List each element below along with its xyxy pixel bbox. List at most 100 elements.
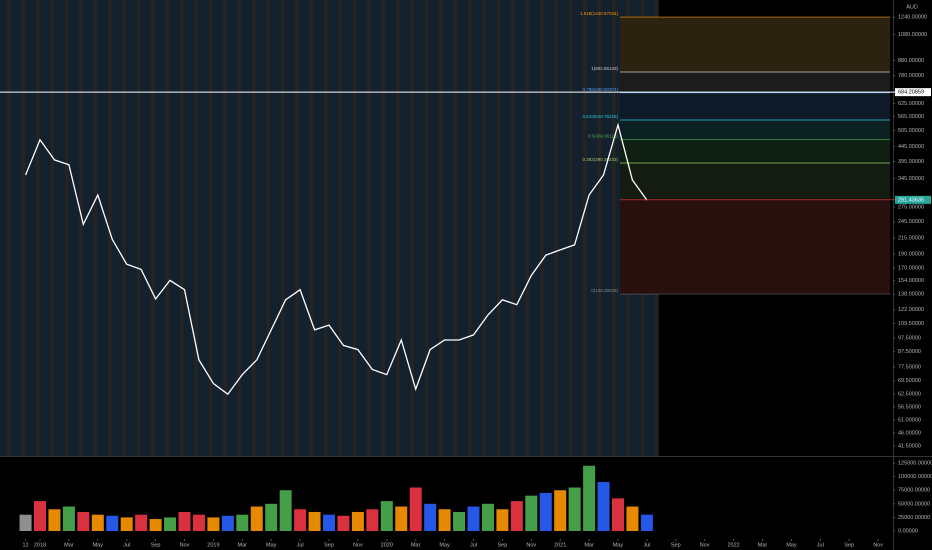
- x-tick-label: 2018: [34, 542, 46, 548]
- x-tick-label: Sep: [324, 542, 334, 548]
- stripe: [295, 0, 299, 456]
- fib-label: 0.5(469.96113): [588, 134, 619, 139]
- x-tick-label: Nov: [700, 542, 710, 548]
- y-tick-label: 505.00000: [898, 128, 924, 134]
- fib-band: [620, 17, 890, 72]
- stripe: [453, 0, 458, 456]
- volume-bar: [424, 503, 437, 531]
- fib-label: 0.382(390.36333): [582, 157, 618, 162]
- y-tick-label: 41.50000: [898, 443, 921, 449]
- stripe: [237, 0, 242, 456]
- volume-bar: [626, 506, 639, 531]
- volume-bar: [236, 514, 249, 531]
- volume-y-tick-label: 75000.00000: [898, 488, 930, 494]
- stripe: [439, 0, 443, 456]
- volume-bar: [62, 506, 75, 531]
- y-tick-label: 46.00000: [898, 430, 921, 436]
- stripe: [324, 0, 328, 456]
- volume-bar: [178, 511, 191, 531]
- volume-bar: [19, 514, 32, 531]
- volume-bar: [510, 501, 523, 531]
- x-tick-label: Jul: [123, 542, 130, 548]
- stripe: [583, 0, 587, 456]
- x-tick-label: 2022: [727, 542, 739, 548]
- x-tick-label: May: [439, 542, 450, 548]
- stripe: [352, 0, 357, 456]
- x-tick-label: Sep: [671, 542, 681, 548]
- volume-bar: [409, 487, 422, 531]
- volume-bar: [34, 501, 46, 531]
- volume-bar: [453, 511, 466, 531]
- x-tick-label: 12: [22, 542, 28, 548]
- volume-bar: [207, 517, 220, 531]
- volume-bar: [91, 514, 104, 531]
- volume-bar: [323, 514, 335, 531]
- y-tick-label: 1080.00000: [898, 32, 927, 38]
- y-tick-label: 345.00000: [898, 176, 924, 182]
- stripe: [511, 0, 515, 456]
- y-tick-label: 109.50000: [898, 321, 924, 327]
- y-tick-label: 170.00000: [898, 265, 924, 271]
- volume-bar: [164, 517, 177, 531]
- stripe: [208, 0, 213, 456]
- marker-label: 684.20859: [898, 90, 924, 96]
- stripe: [151, 0, 155, 456]
- stripe: [64, 0, 69, 456]
- stripe: [252, 0, 256, 456]
- y-tick-label: 625.00000: [898, 101, 924, 107]
- currency-label: AUD: [906, 4, 918, 10]
- stripe: [496, 0, 501, 456]
- fib-band: [620, 71, 890, 93]
- volume-bar: [279, 490, 292, 531]
- y-tick-label: 565.00000: [898, 114, 924, 120]
- y-tick-label: 245.00000: [898, 219, 924, 225]
- volume-bar: [120, 517, 133, 531]
- x-tick-label: Mar: [64, 542, 74, 548]
- session-stripes: [0, 0, 659, 456]
- volume-bar: [525, 495, 538, 531]
- x-tick-label: Jul: [643, 542, 650, 548]
- stripe: [381, 0, 386, 456]
- x-tick-label: Jul: [297, 542, 304, 548]
- x-tick-label: Nov: [526, 542, 536, 548]
- stripe: [36, 0, 40, 456]
- y-tick-label: 62.50000: [898, 392, 921, 398]
- stripe: [194, 0, 198, 456]
- stripe: [525, 0, 530, 456]
- stripe: [122, 0, 126, 456]
- stripe: [568, 0, 573, 456]
- x-tick-label: May: [786, 542, 797, 548]
- y-tick-label: 780.00000: [898, 73, 924, 79]
- x-tick-label: Sep: [151, 542, 161, 548]
- x-tick-label: Jul: [470, 542, 477, 548]
- volume-bar: [265, 503, 278, 531]
- volume-bar: [380, 501, 393, 531]
- y-tick-label: 56.50000: [898, 404, 921, 410]
- stripe: [482, 0, 486, 456]
- stripe: [108, 0, 112, 456]
- plot-background: [0, 0, 658, 456]
- x-tick-label: Mar: [238, 542, 248, 548]
- volume-bar: [48, 509, 61, 531]
- volume-bar: [308, 511, 321, 531]
- volume-bar: [351, 511, 364, 531]
- x-tick-label: Nov: [873, 542, 883, 548]
- y-tick-label: 138.00000: [898, 292, 924, 298]
- last-price-label: 291.43635: [898, 197, 924, 203]
- volume-bar: [597, 482, 610, 531]
- volume-bar: [467, 506, 480, 531]
- loss-zone: [620, 199, 890, 294]
- stripe: [21, 0, 26, 456]
- y-tick-label: 215.00000: [898, 236, 924, 242]
- x-tick-label: Jul: [817, 542, 824, 548]
- fib-band: [620, 139, 890, 163]
- volume-bar: [135, 514, 148, 531]
- y-tick-label: 275.00000: [898, 205, 924, 211]
- x-tick-label: 2021: [554, 542, 566, 548]
- x-tick-label: Nov: [180, 542, 190, 548]
- fib-label: 0.618(548.76225): [582, 114, 618, 119]
- stripe: [540, 0, 544, 456]
- stripe: [280, 0, 285, 456]
- y-tick-label: 77.50000: [898, 364, 921, 370]
